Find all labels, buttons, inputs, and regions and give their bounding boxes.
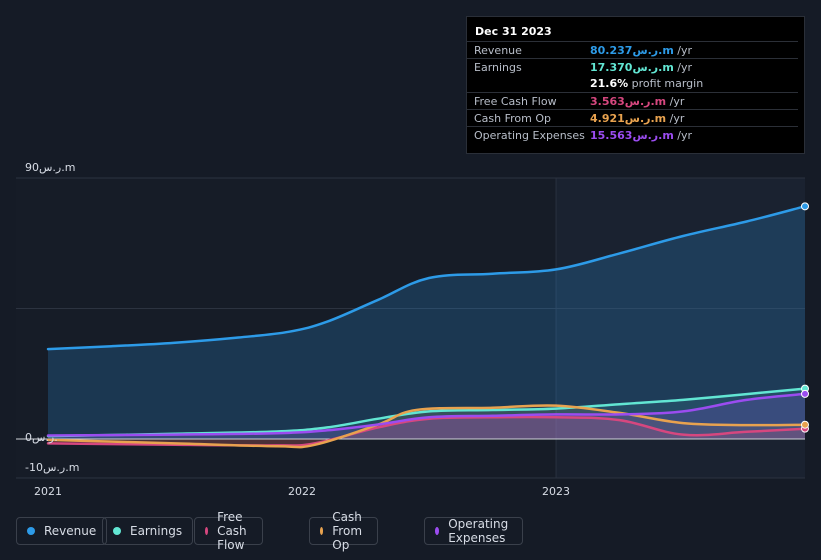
series-endpoint-revenue (801, 202, 809, 211)
legend-dot-icon (320, 527, 324, 535)
tooltip-panel: Dec 31 2023 Revenue 80.237ر.س.m /yr Earnin… (466, 16, 805, 154)
series-endpoint-cash-from-op (801, 420, 809, 429)
highlight-region (556, 178, 805, 478)
legend-dot-icon (205, 527, 209, 535)
y-axis-label: 0ر.س. (25, 431, 58, 444)
tooltip-value: 4.921ر.س.m /yr (590, 112, 685, 125)
tooltip-date: Dec 31 2023 (475, 25, 552, 38)
legend-dot-icon (113, 527, 121, 535)
y-axis-label: 90ر.س.m (25, 161, 75, 174)
tooltip-value: 3.563ر.س.m /yr (590, 95, 685, 108)
legend-label: Revenue (44, 524, 97, 538)
series-line-cash-from-op (46, 404, 807, 449)
tooltip-label: Operating Expenses (474, 129, 585, 142)
legend-dot-icon (435, 527, 440, 535)
tooltip-value: 17.370ر.س.m /yr (590, 61, 693, 74)
series-area-free-cash-flow (48, 416, 805, 446)
tooltip-label: Earnings (474, 61, 522, 74)
legend-item-free-cash-flow[interactable]: Free Cash Flow (194, 510, 263, 552)
x-axis-tick-label: 2022 (288, 485, 316, 498)
tooltip-row: Cash From Op 4.921ر.س.m /yr (467, 109, 798, 127)
tooltip-value: 21.6% profit margin (590, 77, 704, 90)
y-axis-label: -10ر.س.m (25, 461, 79, 474)
legend-label: Cash From Op (332, 510, 363, 552)
tooltip-label: Revenue (474, 44, 522, 57)
legend-label: Free Cash Flow (217, 510, 247, 552)
series-area-cash-from-op (48, 405, 805, 448)
legend-label: Earnings (130, 524, 183, 538)
legend-dot-icon (27, 527, 35, 535)
x-axis-tick-label: 2021 (34, 485, 62, 498)
tooltip-label: Free Cash Flow (474, 95, 557, 108)
tooltip-row: Revenue 80.237ر.س.m /yr (467, 41, 798, 59)
tooltip-value: 15.563ر.س.m /yr (590, 129, 693, 142)
series-area-revenue (48, 206, 805, 439)
tooltip-value: 80.237ر.س.m /yr (590, 44, 693, 57)
legend-label: Operating Expenses (448, 517, 509, 545)
x-axis-tick-label: 2023 (542, 485, 570, 498)
legend-item-revenue[interactable]: Revenue (16, 517, 108, 545)
tooltip-row: Operating Expenses 15.563ر.س.m /yr (467, 126, 798, 144)
series-area-earnings (48, 388, 805, 439)
legend-item-cash-from-op[interactable]: Cash From Op (309, 510, 378, 552)
tooltip-label: Cash From Op (474, 112, 552, 125)
tooltip-row: Free Cash Flow 3.563ر.س.m /yr (467, 92, 798, 110)
legend-item-operating-expenses[interactable]: Operating Expenses (424, 517, 523, 545)
legend-item-earnings[interactable]: Earnings (102, 517, 194, 545)
tooltip-row: 21.6% profit margin (467, 75, 798, 92)
series-endpoint-operating-expenses (801, 389, 809, 398)
tooltip-row: Earnings 17.370ر.س.m /yr (467, 58, 798, 76)
series-area-operating-expenses (48, 393, 805, 439)
series-line-operating-expenses (46, 392, 807, 437)
series-line-revenue (46, 205, 807, 351)
